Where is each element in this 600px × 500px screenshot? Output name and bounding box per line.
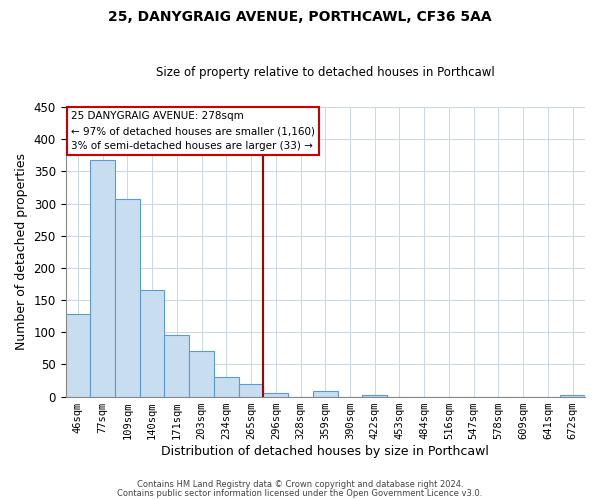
Bar	[90, 160, 115, 396]
Bar	[313, 391, 338, 396]
Y-axis label: Number of detached properties: Number of detached properties	[15, 154, 28, 350]
Bar	[239, 384, 263, 396]
Text: 25, DANYGRAIG AVENUE, PORTHCAWL, CF36 5AA: 25, DANYGRAIG AVENUE, PORTHCAWL, CF36 5A…	[108, 10, 492, 24]
Title: Size of property relative to detached houses in Porthcawl: Size of property relative to detached ho…	[156, 66, 494, 80]
Text: 25 DANYGRAIG AVENUE: 278sqm
← 97% of detached houses are smaller (1,160)
3% of s: 25 DANYGRAIG AVENUE: 278sqm ← 97% of det…	[71, 112, 315, 151]
Bar	[263, 392, 288, 396]
Text: Contains public sector information licensed under the Open Government Licence v3: Contains public sector information licen…	[118, 488, 482, 498]
Bar	[362, 394, 387, 396]
X-axis label: Distribution of detached houses by size in Porthcawl: Distribution of detached houses by size …	[161, 444, 489, 458]
Text: Contains HM Land Registry data © Crown copyright and database right 2024.: Contains HM Land Registry data © Crown c…	[137, 480, 463, 489]
Bar	[189, 351, 214, 397]
Bar	[65, 314, 90, 396]
Bar	[164, 336, 189, 396]
Bar	[214, 378, 239, 396]
Bar	[140, 290, 164, 397]
Bar	[115, 199, 140, 396]
